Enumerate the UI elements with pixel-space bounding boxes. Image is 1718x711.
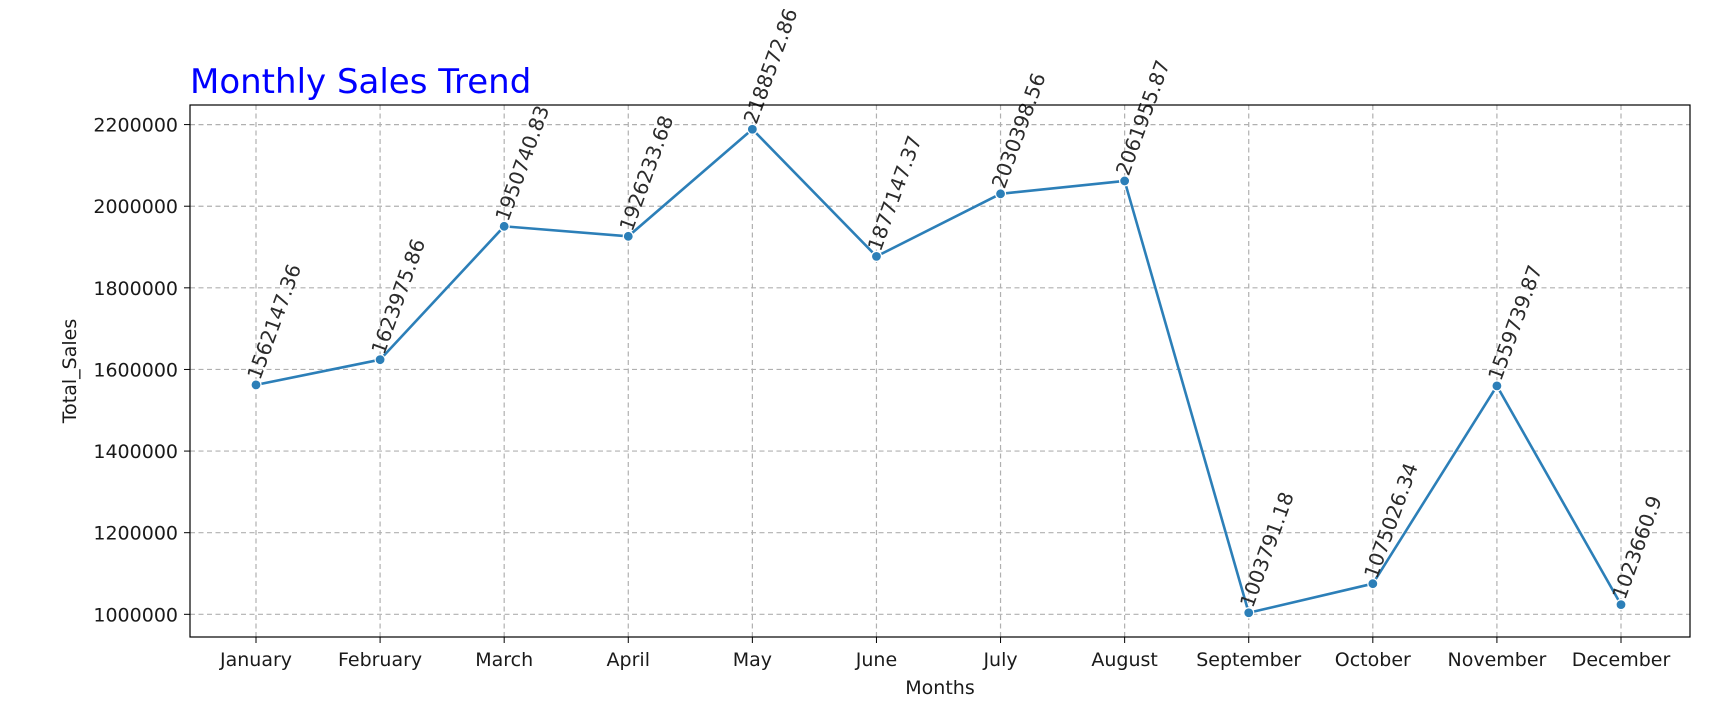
y-tick-label: 2200000 [93, 115, 178, 137]
x-tick-label: April [607, 649, 650, 671]
x-tick-label: May [733, 649, 772, 671]
data-point [1367, 578, 1379, 590]
axis-ticks: January February March April May June July Augu… [93, 115, 1670, 671]
x-tick-label: February [338, 649, 422, 671]
data-point [870, 250, 883, 262]
y-tick-label: 1000000 [93, 604, 178, 626]
x-tick-label: September [1196, 649, 1301, 671]
x-tick-label: June [855, 649, 897, 671]
data-label: 2061955.87 [1111, 57, 1175, 179]
x-tick-label: August [1091, 649, 1158, 671]
data-label: 2030398.56 [987, 70, 1051, 192]
plot-frame [189, 104, 1691, 638]
x-tick-label: December [1572, 649, 1671, 671]
y-axis-label: Total_Sales [59, 319, 81, 424]
data-point [1119, 175, 1131, 187]
series-line [255, 127, 1623, 615]
x-tick-label: July [982, 649, 1017, 671]
grid [190, 105, 1690, 637]
y-tick-label: 1600000 [93, 359, 178, 381]
data-point [622, 230, 634, 242]
data-point [374, 354, 386, 366]
data-label: 1023660.9 [1607, 493, 1667, 603]
data-label: 1926233.68 [614, 112, 678, 234]
y-tick-label: 1400000 [93, 441, 178, 463]
x-tick-label: March [475, 649, 533, 671]
x-tick-label: January [219, 649, 292, 671]
data-point [1243, 607, 1255, 619]
data-point [1615, 599, 1627, 611]
x-axis-label: Months [905, 677, 974, 699]
chart-title: Monthly Sales Trend [190, 62, 531, 102]
x-tick-label: November [1447, 649, 1546, 671]
series-total-sales [250, 123, 1627, 619]
data-label: 1562147.36 [242, 261, 306, 383]
data-label: 1559739.87 [1483, 262, 1547, 384]
y-tick-label: 2000000 [93, 196, 178, 218]
data-point [250, 379, 262, 391]
x-tick-label: October [1335, 649, 1411, 671]
data-point [746, 123, 758, 135]
y-tick-label: 1800000 [93, 278, 178, 300]
data-point [498, 220, 510, 232]
data-label: 2188572.86 [739, 5, 803, 127]
data-point [1491, 380, 1503, 392]
y-tick-label: 1200000 [93, 523, 178, 545]
data-point [994, 188, 1007, 200]
data-label: 1003791.18 [1235, 489, 1299, 611]
